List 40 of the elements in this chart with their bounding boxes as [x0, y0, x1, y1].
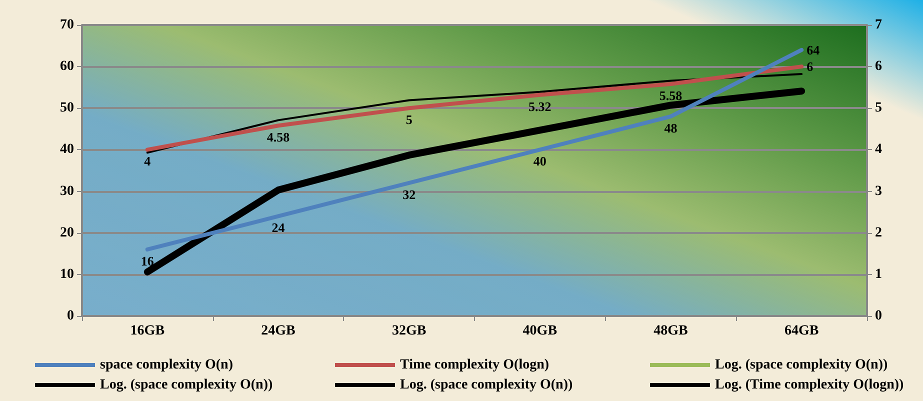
legend-label: space complexity O(n)	[100, 358, 234, 372]
legend-label: Log. (space complexity O(n))	[400, 378, 573, 392]
legend-label: Log. (space complexity O(n))	[715, 358, 888, 372]
x-tick-label: 24GB	[261, 324, 296, 338]
y-tick-label: 50	[60, 100, 74, 116]
data-label: 4.58	[266, 130, 290, 145]
data-label: 5	[406, 112, 413, 128]
y-tick-label: 30	[60, 184, 74, 199]
x-tick-label: 16GB	[130, 324, 165, 338]
y-tick-label: 40	[60, 142, 74, 158]
data-label: 5.32	[528, 98, 552, 114]
y2-tick-label: 6	[875, 59, 882, 74]
line-series	[145, 48, 804, 252]
legend-label: Log. (space complexity O(n))	[100, 378, 273, 392]
y-tick-label: 70	[60, 18, 74, 32]
x-tick-label: 64GB	[784, 324, 819, 338]
y-tick-label: 10	[60, 266, 74, 282]
data-label: 24	[272, 220, 286, 236]
data-label: 4	[144, 154, 152, 169]
x-tick-label: 48GB	[654, 324, 688, 338]
y-tick-label: 60	[60, 59, 74, 74]
y2-tick-label: 3	[875, 184, 882, 199]
legend-label: Log. (Time complexity O(logn))	[715, 378, 904, 392]
y-tick-label: 0	[67, 308, 74, 324]
y2-tick-label: 4	[875, 142, 882, 158]
data-label: 32	[402, 186, 416, 202]
y-tick-label: 20	[60, 225, 74, 240]
data-label: 48	[664, 120, 678, 136]
y2-tick-label: 2	[875, 225, 882, 240]
data-label: 64	[806, 42, 820, 58]
y2-tick-label: 1	[875, 266, 882, 282]
y2-tick-label: 7	[875, 18, 882, 32]
data-label: 16	[140, 253, 154, 268]
y2-tick-label: 5	[875, 100, 882, 116]
data-label: 5.58	[659, 88, 683, 104]
y2-tick-label: 0	[875, 308, 882, 324]
data-label: 40	[533, 154, 546, 169]
x-tick-label: 40GB	[522, 324, 558, 338]
x-tick-label: 32GB	[392, 324, 426, 338]
legend-label: Time complexity O(logn)	[400, 358, 550, 372]
